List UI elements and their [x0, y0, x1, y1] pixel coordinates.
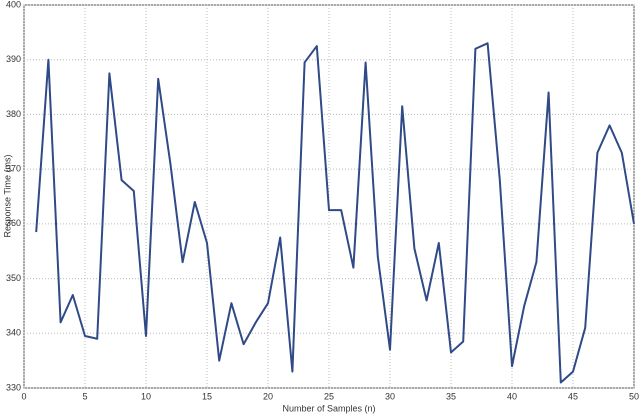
y-tick-label: 390	[6, 54, 21, 64]
x-tick-label: 20	[263, 391, 273, 401]
x-tick-label: 0	[21, 391, 26, 401]
y-tick-label: 340	[6, 328, 21, 338]
x-tick-label: 30	[385, 391, 395, 401]
y-axis-label: Response Time (ms)	[2, 154, 12, 237]
x-axis-label: Number of Samples (n)	[282, 403, 375, 413]
x-tick-label: 15	[202, 391, 212, 401]
y-tick-label: 400	[6, 0, 21, 9]
data-line	[35, 42, 635, 384]
x-tick-label: 45	[568, 391, 578, 401]
y-tick-label: 360	[6, 218, 21, 228]
x-tick-label: 50	[629, 391, 639, 401]
y-tick-label: 350	[6, 273, 21, 283]
x-tick-label: 25	[324, 391, 334, 401]
x-tick-label: 40	[507, 391, 517, 401]
y-tick-label: 380	[6, 109, 21, 119]
x-tick-label: 10	[141, 391, 151, 401]
y-tick-label: 330	[6, 382, 21, 392]
x-tick-label: 5	[82, 391, 87, 401]
y-tick-label: 370	[6, 164, 21, 174]
x-tick-label: 35	[446, 391, 456, 401]
